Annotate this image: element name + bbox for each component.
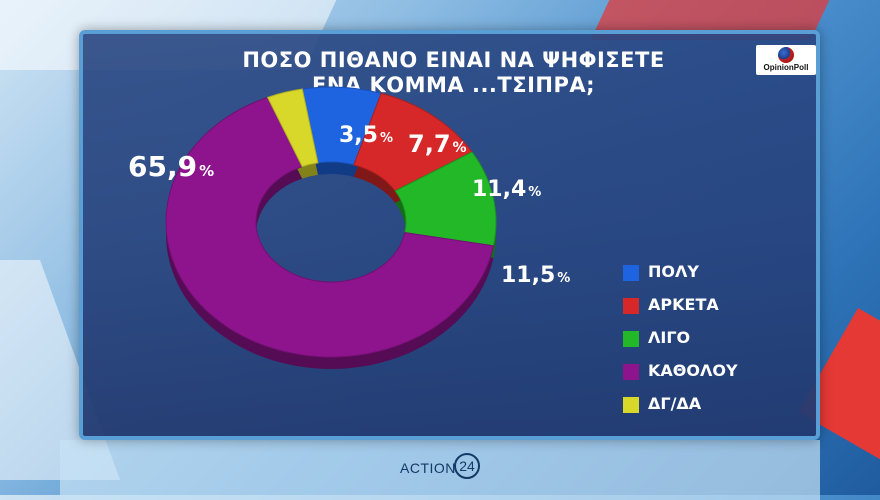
slice-value-label: 11,4% bbox=[472, 177, 541, 202]
brand-text: ACTION bbox=[400, 460, 456, 476]
slice-value-label: 3,5% bbox=[339, 123, 393, 148]
donut-slice-5 bbox=[266, 88, 319, 168]
legend-swatch bbox=[623, 331, 639, 347]
slice-value-label: 11,5% bbox=[501, 263, 570, 288]
background-shape bbox=[60, 440, 820, 500]
donut-chart: 7,7 %11,4 % 11,5 % 65,9 % 3,5% bbox=[128, 86, 570, 369]
logo-text: OpinionPoll bbox=[763, 63, 809, 72]
chart-panel: ΠΟΣΟ ΠΙΘΑΝΟ ΕΙΝΑΙ ΝΑ ΨΗΦΙΣΕΤΕ ΕΝΑ ΚΟΜΜΑ … bbox=[79, 30, 820, 440]
legend-swatch bbox=[623, 397, 639, 413]
brand-number: 24 bbox=[454, 453, 480, 479]
legend-label: ΚΑΘΟΛΟΥ bbox=[648, 361, 738, 380]
legend-label: ΑΡΚΕΤΑ bbox=[648, 295, 719, 314]
opinionpoll-logo: OpinionPoll bbox=[756, 45, 816, 75]
chart-title: ΠΟΣΟ ΠΙΘΑΝΟ ΕΙΝΑΙ ΝΑ ΨΗΦΙΣΕΤΕ ΕΝΑ ΚΟΜΜΑ … bbox=[83, 48, 824, 98]
legend-swatch bbox=[623, 265, 639, 281]
legend-label: ΛΙΓΟ bbox=[648, 328, 691, 347]
donut-slice-4 bbox=[165, 96, 495, 358]
legend-label: ΔΓ/ΔΑ bbox=[648, 394, 702, 413]
legend-swatch bbox=[623, 298, 639, 314]
chart-title-line-1: ΠΟΣΟ ΠΙΘΑΝΟ ΕΙΝΑΙ ΝΑ ΨΗΦΙΣΕΤΕ bbox=[242, 48, 665, 72]
action24-logo: ACTION 24 bbox=[400, 452, 482, 484]
logo-circle-icon bbox=[778, 47, 794, 63]
slice-value-label: 65,9% bbox=[128, 150, 214, 183]
legend-swatch bbox=[623, 364, 639, 380]
slice-value-label: 7,7% bbox=[408, 130, 467, 158]
legend-label: ΠΟΛΥ bbox=[648, 262, 699, 281]
